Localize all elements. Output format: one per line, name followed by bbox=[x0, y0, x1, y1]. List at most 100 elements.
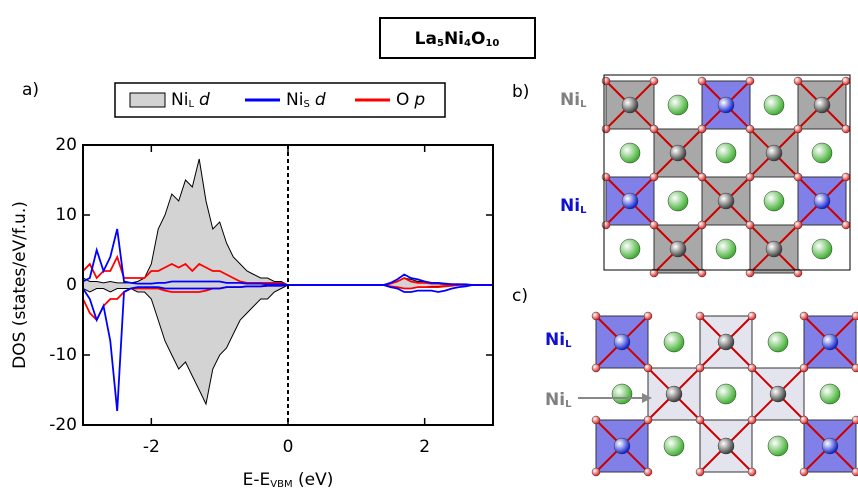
atom bbox=[669, 144, 687, 162]
legend-swatch bbox=[129, 92, 166, 108]
atom bbox=[841, 172, 851, 182]
atom bbox=[601, 172, 611, 182]
x-tick-label: -2 bbox=[143, 437, 160, 457]
atom bbox=[643, 311, 653, 321]
text-part: VBM bbox=[270, 479, 292, 490]
atom bbox=[717, 333, 735, 351]
legend-label: NiL d bbox=[171, 90, 210, 110]
atom bbox=[715, 238, 737, 260]
atom bbox=[747, 363, 757, 373]
atom bbox=[799, 415, 809, 425]
text-part: Ni bbox=[560, 196, 580, 216]
text-part: O bbox=[471, 29, 485, 49]
atom bbox=[601, 124, 611, 134]
atom bbox=[745, 172, 755, 182]
text-part: Ni bbox=[286, 90, 303, 110]
atom bbox=[765, 240, 783, 258]
structure-label: NiL bbox=[545, 390, 572, 410]
atom bbox=[715, 383, 737, 405]
y-axis-label: DOS (states/eV/f.u.) bbox=[10, 201, 30, 369]
atom bbox=[745, 268, 755, 278]
atom bbox=[811, 238, 833, 260]
atom bbox=[793, 124, 803, 134]
atom bbox=[841, 124, 851, 134]
atom bbox=[799, 311, 809, 321]
legend-label: NiS d bbox=[286, 90, 326, 110]
y-tick-label: 20 bbox=[55, 135, 77, 155]
atom bbox=[621, 96, 639, 114]
atom bbox=[695, 363, 705, 373]
atom bbox=[717, 96, 735, 114]
atom bbox=[821, 333, 839, 351]
chart-title: La5Ni4O10 bbox=[415, 29, 500, 49]
text-part: La bbox=[415, 29, 437, 49]
atom bbox=[799, 363, 809, 373]
atom bbox=[747, 415, 757, 425]
panel-label: c) bbox=[512, 286, 528, 306]
atom bbox=[667, 190, 689, 212]
atom bbox=[745, 220, 755, 230]
text-part: L bbox=[580, 99, 587, 110]
atom bbox=[619, 238, 641, 260]
atom bbox=[649, 76, 659, 86]
atom bbox=[611, 383, 633, 405]
atom bbox=[793, 220, 803, 230]
atom bbox=[591, 311, 601, 321]
text-part: p bbox=[413, 90, 425, 110]
atom bbox=[717, 437, 735, 455]
atom bbox=[799, 467, 809, 477]
text-part: O bbox=[396, 90, 409, 110]
atom bbox=[697, 268, 707, 278]
text-part: S bbox=[303, 99, 309, 110]
atom bbox=[813, 96, 831, 114]
atom bbox=[663, 435, 685, 457]
text-part: L bbox=[565, 339, 572, 350]
y-tick-label: 0 bbox=[66, 275, 77, 295]
atom bbox=[591, 467, 601, 477]
x-axis-label: E-EVBM (eV) bbox=[243, 470, 334, 490]
atom bbox=[613, 333, 631, 351]
text-part: L bbox=[188, 99, 194, 110]
x-tick-label: 2 bbox=[419, 437, 430, 457]
atom bbox=[763, 94, 785, 116]
text-part: L bbox=[580, 205, 587, 216]
text-part: Ni bbox=[560, 90, 580, 110]
atom bbox=[649, 220, 659, 230]
y-tick-label: -10 bbox=[49, 345, 77, 365]
atom bbox=[695, 467, 705, 477]
atom bbox=[841, 220, 851, 230]
atom bbox=[643, 467, 653, 477]
atom bbox=[819, 383, 841, 405]
structure-label: NiL bbox=[545, 330, 572, 350]
atom bbox=[697, 172, 707, 182]
atom bbox=[591, 415, 601, 425]
atom bbox=[669, 240, 687, 258]
y-tick-label: -20 bbox=[49, 415, 77, 435]
structure-label: NiL bbox=[560, 90, 587, 110]
atom bbox=[667, 94, 689, 116]
atom bbox=[613, 437, 631, 455]
area-fill bbox=[83, 285, 493, 404]
atom bbox=[697, 220, 707, 230]
text-part: d bbox=[315, 90, 326, 110]
text-part: Ni bbox=[444, 29, 464, 49]
atom bbox=[767, 331, 789, 353]
atom bbox=[763, 190, 785, 212]
atom bbox=[851, 311, 858, 321]
arrow-head bbox=[642, 393, 652, 403]
cell bbox=[603, 74, 851, 271]
atom bbox=[747, 311, 757, 321]
atom bbox=[695, 311, 705, 321]
atom bbox=[851, 363, 858, 373]
atom bbox=[697, 76, 707, 86]
atom bbox=[851, 467, 858, 477]
atom bbox=[769, 385, 787, 403]
title-box bbox=[379, 17, 536, 59]
atom bbox=[643, 415, 653, 425]
atom bbox=[649, 124, 659, 134]
atom bbox=[665, 385, 683, 403]
atom bbox=[793, 76, 803, 86]
text-part: Ni bbox=[171, 90, 188, 110]
